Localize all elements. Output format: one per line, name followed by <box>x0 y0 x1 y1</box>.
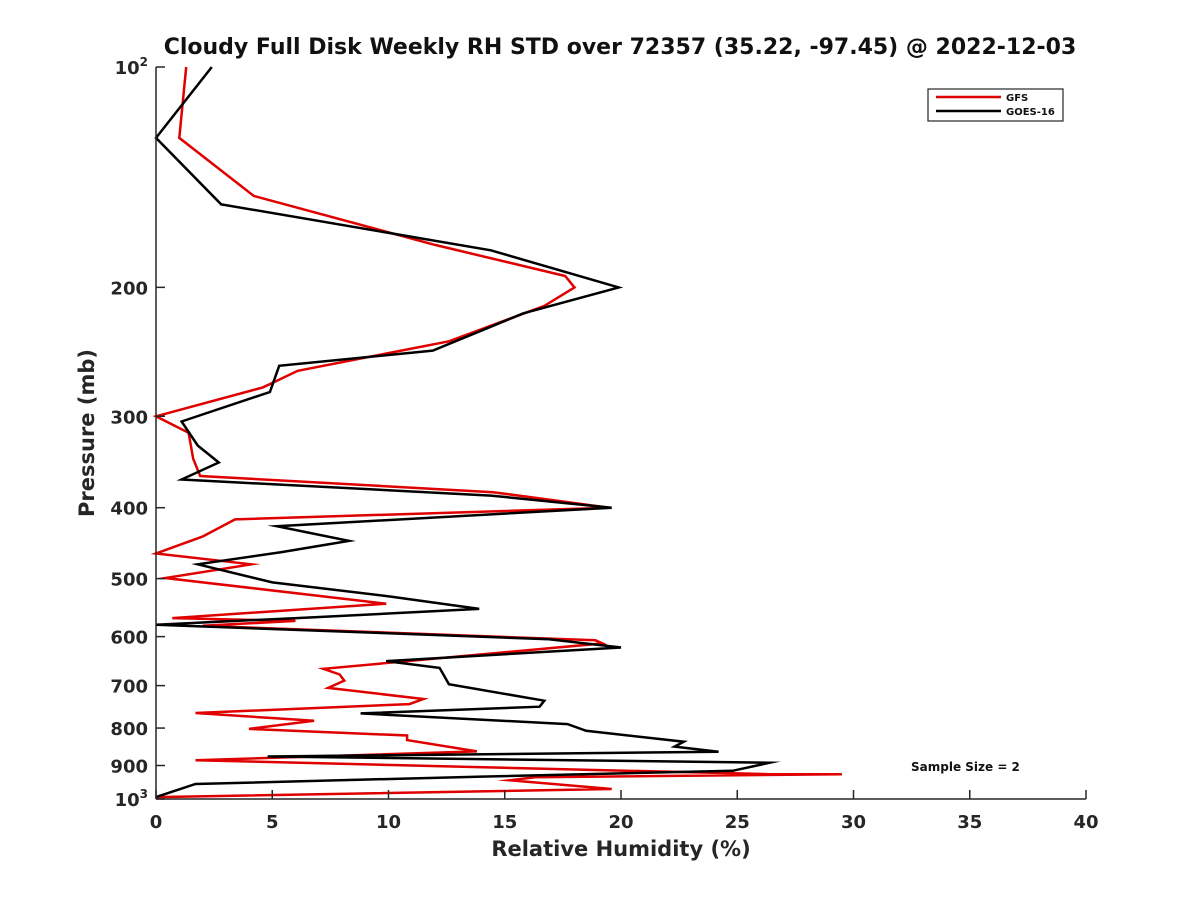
x-ticks: 0 5 10 15 20 25 30 35 40 <box>150 790 1099 833</box>
y-tick-label: 900 <box>110 757 148 778</box>
y-tick-label: 800 <box>110 719 148 740</box>
legend-label-gfs: GFS <box>1006 93 1028 104</box>
x-tick-label: 0 <box>150 812 163 833</box>
series-layer <box>150 66 842 799</box>
x-tick-label: 5 <box>266 812 279 833</box>
legend: GFS GOES-16 <box>927 88 1064 122</box>
y-tick-label: 500 <box>110 570 148 591</box>
y-tick-label: 700 <box>110 677 148 698</box>
y-tick-label: 200 <box>110 278 148 299</box>
series-line-goes16 <box>154 66 781 799</box>
y-ticks: 102 200 300 400 500 600 700 800 900 103 <box>110 55 165 811</box>
sample-size-annotation: Sample Size = 2 <box>911 760 1020 774</box>
y-tick-label: 600 <box>110 628 148 649</box>
y-tick-label: 300 <box>110 407 148 428</box>
y-tick-label: 102 <box>115 55 148 79</box>
x-tick-label: 15 <box>492 812 517 833</box>
x-tick-label: 25 <box>725 812 750 833</box>
y-axis-label: Pressure (mb) <box>75 349 99 517</box>
x-tick-label: 20 <box>608 812 633 833</box>
x-axis-label: Relative Humidity (%) <box>491 837 750 861</box>
y-tick-label: 103 <box>115 787 148 811</box>
legend-box <box>927 88 1064 122</box>
chart-title: Cloudy Full Disk Weekly RH STD over 7235… <box>164 35 1077 60</box>
plot-area: 0 5 10 15 20 25 30 35 40 102 200 300 400 500 600 700 80… <box>110 55 1098 833</box>
axes-background <box>156 67 1086 799</box>
x-tick-label: 10 <box>376 812 401 833</box>
x-tick-label: 40 <box>1073 812 1098 833</box>
legend-label-goes16: GOES-16 <box>1006 107 1055 118</box>
x-tick-label: 35 <box>957 812 982 833</box>
x-tick-label: 30 <box>841 812 866 833</box>
y-tick-label: 400 <box>110 499 148 520</box>
